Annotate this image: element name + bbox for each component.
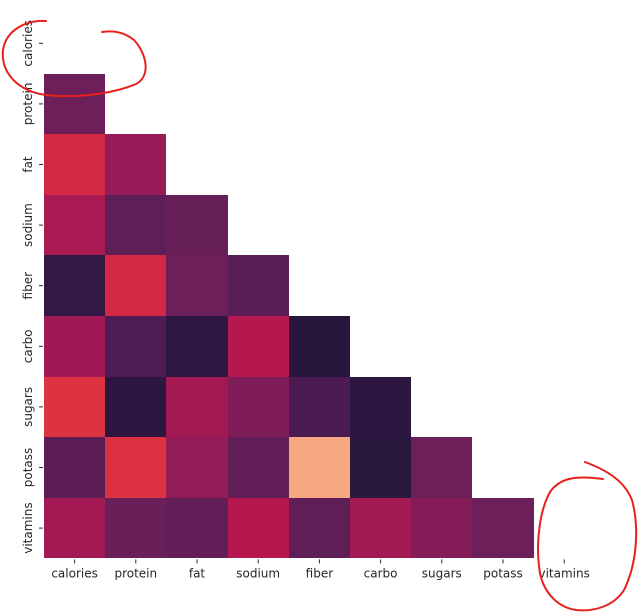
heatmap-cell-vitamins-carbo: [350, 498, 411, 558]
y-tick-label-sugars: sugars: [21, 387, 35, 427]
y-tick-label-calories: calories: [21, 20, 35, 67]
heatmap-cell-sugars-sodium: [228, 377, 289, 437]
heatmap-cell-carbo-fiber: [289, 316, 350, 377]
heatmap-cell-potass-calories: [44, 437, 105, 498]
heatmap-cell-potass-fat: [166, 437, 228, 498]
x-tick-label-fat: fat: [189, 566, 206, 580]
heatmap-cell-fiber-calories: [44, 255, 105, 316]
heatmap-cell-vitamins-fat: [166, 498, 228, 558]
y-tick-label-carbo: carbo: [21, 329, 35, 363]
heatmap-cell-potass-protein: [105, 437, 166, 498]
x-tick-label-sugars: sugars: [422, 566, 462, 580]
y-tick-label-vitamins: vitamins: [21, 502, 35, 553]
x-tick-label-sodium: sodium: [236, 566, 280, 580]
heatmap-cell-fiber-protein: [105, 255, 166, 316]
heatmap-cell-potass-sodium: [228, 437, 289, 498]
y-axis-ticks: calories protein fat sodium fiber carbo sugars…: [21, 20, 43, 554]
heatmap-cell-sugars-fat: [166, 377, 228, 437]
heatmap-cell-potass-sugars: [411, 437, 472, 498]
x-tick-label-carbo: carbo: [364, 566, 398, 580]
x-tick-label-fiber: fiber: [306, 566, 334, 580]
heatmap-cell-sodium-calories: [44, 195, 105, 255]
vitamins-circle-annotation: [537, 461, 638, 612]
heatmap-cell-fiber-fat: [166, 255, 228, 316]
heatmap-cell-vitamins-protein: [105, 498, 166, 558]
heatmap-cell-vitamins-sugars: [411, 498, 472, 558]
heatmap-cell-sodium-protein: [105, 195, 166, 255]
heatmap-cell-vitamins-fiber: [289, 498, 350, 558]
heatmap-cell-vitamins-calories: [44, 498, 105, 558]
heatmap-cell-carbo-calories: [44, 316, 105, 377]
y-tick-label-sodium: sodium: [21, 203, 35, 247]
heatmap-cell-vitamins-potass: [472, 498, 534, 558]
annotations: [1, 19, 638, 612]
heatmap-cell-sugars-carbo: [350, 377, 411, 437]
heatmap-cell-carbo-sodium: [228, 316, 289, 377]
heatmap-cell-sugars-protein: [105, 377, 166, 437]
x-axis-ticks: calories protein fat sodium fiber carbo sugars…: [51, 559, 590, 580]
heatmap-cell-potass-fiber: [289, 437, 350, 498]
heatmap-cell-sugars-fiber: [289, 377, 350, 437]
heatmap-cell-carbo-fat: [166, 316, 228, 377]
y-tick-label-fat: fat: [21, 156, 35, 173]
heatmap-cell-fiber-sodium: [228, 255, 289, 316]
x-tick-label-protein: protein: [114, 566, 157, 580]
heatmap-cell-fat-calories: [44, 134, 105, 195]
x-tick-label-potass: potass: [483, 566, 523, 580]
heatmap-cell-fat-protein: [105, 134, 166, 195]
y-tick-label-fiber: fiber: [21, 272, 35, 300]
heatmap-cell-vitamins-sodium: [228, 498, 289, 558]
heatmap-cell-carbo-protein: [105, 316, 166, 377]
heatmap-cells: [44, 74, 534, 558]
y-tick-label-protein: protein: [21, 83, 35, 126]
calories-circle-annotation: [1, 19, 147, 98]
heatmap-cell-potass-carbo: [350, 437, 411, 498]
y-tick-label-potass: potass: [21, 448, 35, 488]
x-tick-label-vitamins: vitamins: [539, 566, 590, 580]
heatmap-cell-sodium-fat: [166, 195, 228, 255]
x-tick-label-calories: calories: [51, 566, 98, 580]
heatmap-cell-sugars-calories: [44, 377, 105, 437]
heatmap-cell-protein-calories: [44, 74, 105, 134]
